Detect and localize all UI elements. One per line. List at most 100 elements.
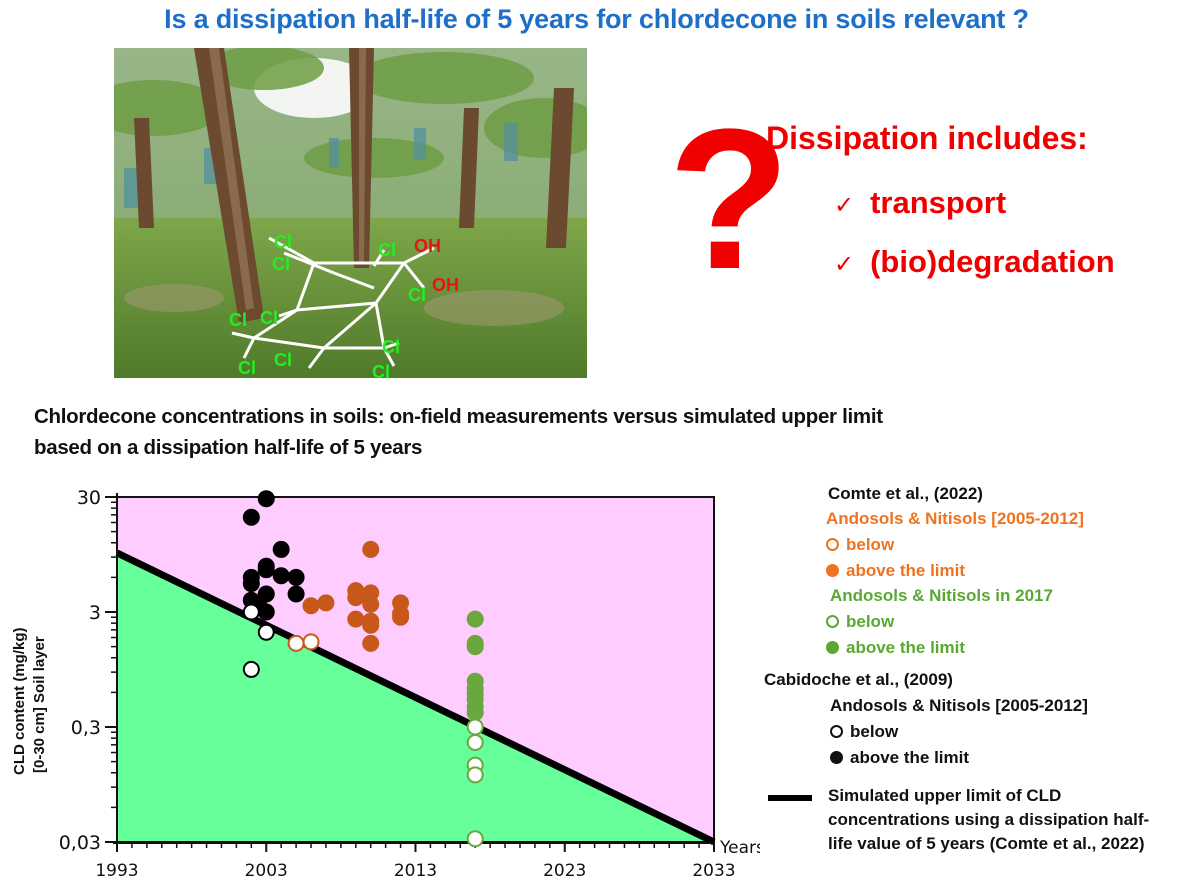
cl-label: Cl <box>372 362 390 378</box>
data-point-filled-orange <box>347 589 365 607</box>
data-point-open-orange <box>287 634 305 652</box>
data-point-filled-black <box>257 561 275 579</box>
x-tick-label: 2003 <box>245 861 288 881</box>
open-circle-icon <box>830 725 843 738</box>
dissipation-heading: Dissipation includes: <box>766 120 1088 156</box>
cl-label: Cl <box>274 350 292 370</box>
dissipation-item-transport: ✓ transport <box>834 185 1006 221</box>
data-point-filled-black <box>272 567 290 585</box>
filled-circle-icon <box>830 751 843 764</box>
legend-item-black-above: above the limit <box>830 748 969 768</box>
data-point-filled-black <box>287 585 305 603</box>
data-point-filled-black <box>272 540 290 558</box>
data-point-filled-orange <box>347 610 365 628</box>
legend-item-green-above: above the limit <box>826 638 965 658</box>
cl-label: Cl <box>260 308 278 328</box>
y-tick-label: 0,3 <box>71 717 101 739</box>
data-point-filled-orange <box>317 594 335 612</box>
axes: 1993 2003 2013 2023 2033 0,03 0,3 3 30 <box>59 487 736 881</box>
oh-label: OH <box>414 236 441 256</box>
legend-label: below <box>850 722 899 741</box>
data-point-open-black <box>257 623 275 641</box>
chart-title-line2: based on a dissipation half-life of 5 ye… <box>34 436 423 459</box>
item-label: transport <box>870 185 1007 220</box>
dissipation-item-biodegradation: ✓ (bio)degradation <box>834 244 1115 280</box>
data-point-open-green <box>466 830 484 848</box>
legend-comte-2017: Andosols & Nitisols in 2017 <box>830 586 1053 605</box>
data-point-open-orange <box>302 633 320 651</box>
data-point-filled-black <box>287 568 305 586</box>
photo-illustration: Cl Cl Cl OH OH Cl Cl Cl Cl Cl Cl Cl <box>114 48 587 378</box>
legend-comte-2005-2012: Andosols & Nitisols [2005-2012] <box>826 509 1084 528</box>
legend-label: above the limit <box>846 638 966 657</box>
plantation-photo: Cl Cl Cl OH OH Cl Cl Cl Cl Cl Cl Cl <box>114 48 587 378</box>
y-tick-label: 0,03 <box>59 832 101 854</box>
data-points <box>242 490 484 848</box>
legend-item-black-below: below <box>830 722 898 742</box>
cl-label: Cl <box>274 232 292 252</box>
legend-label: below <box>846 535 895 554</box>
legend-label: below <box>846 612 895 631</box>
simulated-limit-line <box>115 549 716 846</box>
data-point-filled-orange <box>362 595 380 613</box>
legend-line-swatch <box>768 795 812 801</box>
cl-label: Cl <box>272 254 290 274</box>
question-mark-icon: ? <box>668 88 791 311</box>
chart-title: Chlordecone concentrations in soils: on-… <box>34 401 883 463</box>
plot-regions <box>115 496 716 846</box>
data-point-open-green <box>466 766 484 784</box>
data-point-filled-black <box>242 508 260 526</box>
legend-item-green-below: below <box>826 612 894 632</box>
x-tick-label: 2023 <box>543 861 586 881</box>
legend-item-orange-below: below <box>826 535 894 555</box>
checkmark-icon: ✓ <box>834 191 855 219</box>
legend-group-comte: Comte et al., (2022) <box>828 484 983 503</box>
x-tick-label: 2033 <box>692 861 735 881</box>
data-point-filled-green <box>466 704 484 722</box>
legend-item-orange-above: above the limit <box>826 561 965 581</box>
y-axis-label: CLD content (mg/kg) <box>11 628 28 776</box>
y-tick-label: 3 <box>89 602 101 624</box>
data-point-filled-green <box>466 610 484 628</box>
x-tick-label: 2013 <box>394 861 437 881</box>
data-point-open-green <box>466 733 484 751</box>
checkmark-icon: ✓ <box>834 250 855 278</box>
data-point-filled-orange <box>362 634 380 652</box>
y-tick-label: 30 <box>77 487 101 509</box>
cl-label: Cl <box>408 285 426 305</box>
legend-line-text-3: life value of 5 years (Comte et al., 202… <box>828 834 1145 853</box>
y-axis-label-2: [0-30 cm] Soil layer <box>31 636 48 773</box>
filled-circle-icon <box>826 564 839 577</box>
legend-label: above the limit <box>850 748 970 767</box>
page-title: Is a dissipation half-life of 5 years fo… <box>164 4 1029 34</box>
cl-label: Cl <box>382 337 400 357</box>
x-axis-label: Years <box>719 838 760 858</box>
legend-group-cabidoche: Cabidoche et al., (2009) <box>764 670 953 689</box>
data-point-filled-green <box>466 638 484 656</box>
data-point-filled-black <box>257 585 275 603</box>
cl-label: Cl <box>378 240 396 260</box>
cl-label: Cl <box>238 358 256 378</box>
data-point-filled-orange <box>392 608 410 626</box>
cl-label: Cl <box>229 310 247 330</box>
legend-cabidoche-2005-2012: Andosols & Nitisols [2005-2012] <box>830 696 1088 715</box>
filled-circle-icon <box>826 641 839 654</box>
data-point-filled-black <box>242 575 260 593</box>
data-point-filled-orange <box>362 540 380 558</box>
data-point-filled-orange <box>302 597 320 615</box>
data-point-open-black <box>242 660 260 678</box>
open-circle-icon <box>826 615 839 628</box>
above-limit-region <box>117 497 714 842</box>
legend-line-text-1: Simulated upper limit of CLD <box>828 786 1062 805</box>
item-label: (bio)degradation <box>870 244 1115 279</box>
chlordecone-molecule <box>231 236 435 369</box>
legend-label: above the limit <box>846 561 966 580</box>
data-point-open-black <box>242 603 260 621</box>
x-tick-label: 1993 <box>95 861 138 881</box>
scatter-chart: 1993 2003 2013 2023 2033 0,03 0,3 3 30 CLD conte… <box>11 487 760 881</box>
oh-label: OH <box>432 275 459 295</box>
data-point-filled-black <box>257 490 275 508</box>
legend-line-text-2: concentrations using a dissipation half- <box>828 810 1150 829</box>
data-point-open-green <box>466 718 484 736</box>
data-point-filled-orange <box>362 616 380 634</box>
